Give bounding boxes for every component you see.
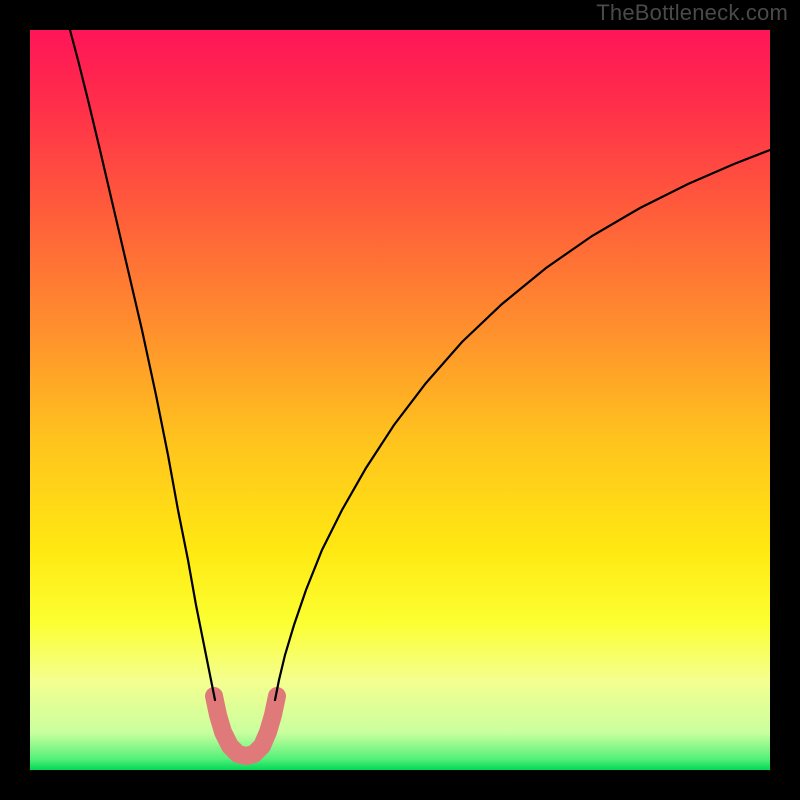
plot-area <box>30 30 770 770</box>
chart-canvas: TheBottleneck.com <box>0 0 800 800</box>
watermark-text: TheBottleneck.com <box>596 0 788 26</box>
chart-svg <box>0 0 800 800</box>
